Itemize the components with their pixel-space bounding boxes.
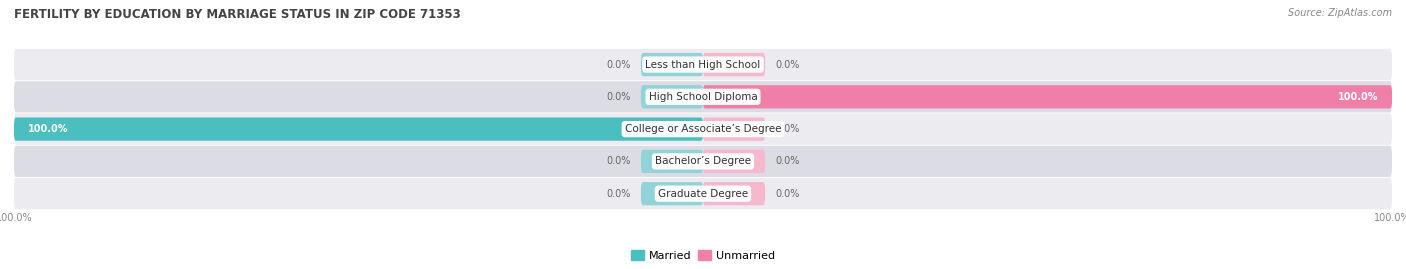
Text: Bachelor’s Degree: Bachelor’s Degree: [655, 156, 751, 167]
Text: 0.0%: 0.0%: [775, 59, 800, 70]
FancyBboxPatch shape: [703, 150, 765, 173]
Text: High School Diploma: High School Diploma: [648, 92, 758, 102]
Text: College or Associate’s Degree: College or Associate’s Degree: [624, 124, 782, 134]
Text: Less than High School: Less than High School: [645, 59, 761, 70]
Text: 0.0%: 0.0%: [606, 156, 631, 167]
FancyBboxPatch shape: [14, 49, 1392, 80]
Text: 100.0%: 100.0%: [1337, 92, 1378, 102]
FancyBboxPatch shape: [14, 118, 703, 141]
FancyBboxPatch shape: [703, 53, 765, 76]
FancyBboxPatch shape: [14, 178, 1392, 209]
FancyBboxPatch shape: [641, 150, 703, 173]
FancyBboxPatch shape: [703, 182, 765, 205]
Legend: Married, Unmarried: Married, Unmarried: [627, 246, 779, 266]
Text: 0.0%: 0.0%: [606, 59, 631, 70]
Text: FERTILITY BY EDUCATION BY MARRIAGE STATUS IN ZIP CODE 71353: FERTILITY BY EDUCATION BY MARRIAGE STATU…: [14, 8, 461, 21]
FancyBboxPatch shape: [641, 85, 703, 108]
FancyBboxPatch shape: [14, 146, 1392, 177]
Text: 0.0%: 0.0%: [775, 189, 800, 199]
FancyBboxPatch shape: [703, 118, 765, 141]
FancyBboxPatch shape: [641, 53, 703, 76]
FancyBboxPatch shape: [14, 114, 1392, 145]
Text: 100.0%: 100.0%: [28, 124, 69, 134]
Text: 0.0%: 0.0%: [606, 189, 631, 199]
Text: 0.0%: 0.0%: [775, 156, 800, 167]
FancyBboxPatch shape: [14, 81, 1392, 112]
FancyBboxPatch shape: [641, 182, 703, 205]
Text: 0.0%: 0.0%: [606, 92, 631, 102]
Text: Source: ZipAtlas.com: Source: ZipAtlas.com: [1288, 8, 1392, 18]
FancyBboxPatch shape: [703, 85, 1392, 108]
Text: Graduate Degree: Graduate Degree: [658, 189, 748, 199]
Text: 0.0%: 0.0%: [775, 124, 800, 134]
